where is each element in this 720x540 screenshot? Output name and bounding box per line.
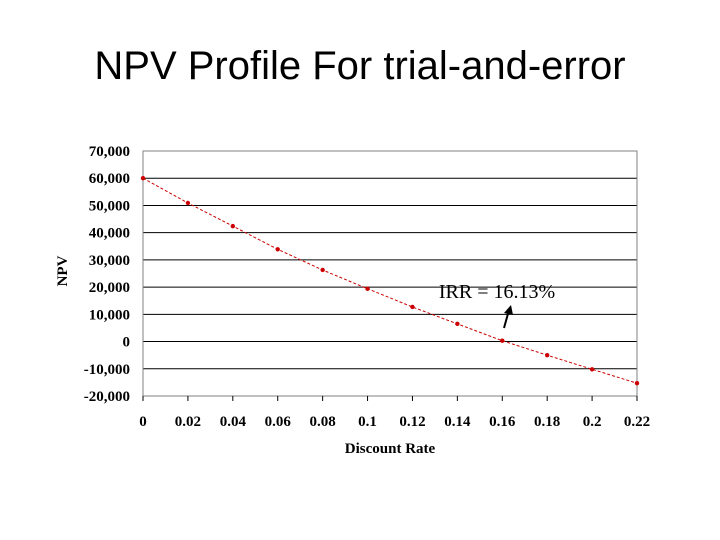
data-point [365,286,370,291]
y-tick-label: 40,000 [89,226,130,242]
x-tick-label: 0.06 [265,414,292,430]
data-point [634,381,640,386]
y-tick-label: 50,000 [89,198,130,214]
y-tick-label: 70,000 [89,144,130,160]
x-tick-label: 0.08 [310,414,336,430]
data-point [500,338,505,343]
y-tick-label: 60,000 [89,171,130,187]
irr-annotation: IRR = 16.13% [439,281,555,303]
y-tick-label: 0 [123,335,131,351]
data-point [589,367,595,372]
npv-series [140,176,640,386]
x-axis-ticks: 0 0.02 0.04 0.06 0.08 0.1 0.12 0.14 0.16 0.18 0.2 0… [139,396,650,430]
x-tick-label: 0.22 [624,414,650,430]
data-point [410,304,415,310]
data-point [230,223,236,229]
x-tick-label: 0.16 [489,414,516,430]
data-point [320,267,325,273]
x-tick-label: 0.12 [399,414,425,430]
data-point [275,247,280,252]
x-tick-label: 0.14 [444,414,471,430]
x-tick-label: 0 [139,414,147,430]
plot-area [142,150,638,397]
y-tick-label: 10,000 [89,307,130,323]
data-point [455,321,460,327]
data-point [140,176,146,181]
y-axis-ticks: 70,000 60,000 50,000 40,000 30,000 20,000 10,0… [84,144,130,405]
y-tick-label: 30,000 [89,253,130,269]
x-tick-label: 0.2 [583,414,602,430]
irr-arrowhead [504,305,513,315]
x-axis-title: Discount Rate [345,441,436,457]
y-tick-label: 20,000 [89,280,130,296]
y-tick-label: -20,000 [84,389,130,405]
series-line [142,177,638,384]
x-tick-label: 0.04 [220,414,247,430]
data-point [185,200,191,206]
annotations: IRR = 16.13% [439,281,555,329]
slide-title: NPV Profile For trial-and-error [94,44,626,88]
x-tick-label: 0.18 [534,414,560,430]
x-tick-label: 0.1 [358,414,377,430]
y-tick-label: -10,000 [84,362,130,378]
x-tick-label: 0.02 [175,414,201,430]
data-point [544,352,550,358]
y-axis-title: NPV [55,255,71,286]
gridlines [143,150,637,397]
